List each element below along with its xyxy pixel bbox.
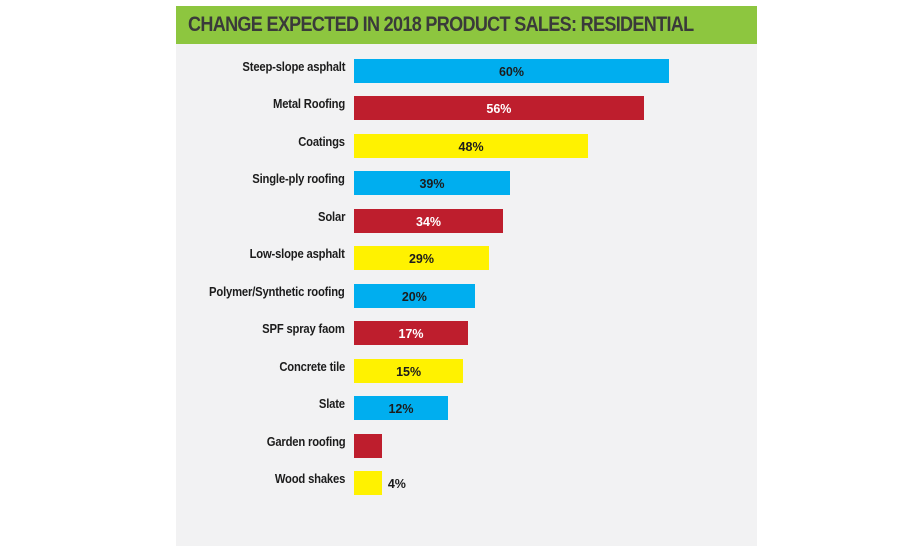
category-label: Steep-slope asphalt (242, 60, 345, 74)
bar (354, 283, 475, 308)
bar (354, 171, 510, 196)
category-label: Slate (318, 397, 345, 412)
bar (354, 96, 644, 121)
chart-title: CHANGE EXPECTED IN 2018 PRODUCT SALES: R… (188, 13, 694, 36)
value-label: 20% (401, 289, 427, 304)
value-label: 4% (387, 476, 406, 491)
category-label: Metal Roofing (272, 97, 345, 112)
category-label: Single-ply roofing (252, 172, 346, 187)
chart-panel: CHANGE EXPECTED IN 2018 PRODUCT SALES: R… (176, 6, 757, 546)
category-label: Coatings (298, 134, 345, 149)
value-label: 12% (388, 402, 414, 417)
value-label: 34% (416, 214, 442, 229)
bar (354, 208, 504, 233)
bar (354, 396, 448, 421)
value-label: 15% (396, 364, 422, 379)
bar (354, 321, 468, 346)
bar (354, 133, 589, 158)
category-label: Garden roofing (266, 434, 345, 449)
value-label: 60% (498, 65, 525, 79)
category-label: Solar (317, 209, 345, 224)
bar (354, 246, 489, 271)
value-label: 17% (398, 327, 424, 342)
value-label: 48% (458, 139, 484, 154)
value-label: 39% (419, 177, 445, 192)
chart-header: CHANGE EXPECTED IN 2018 PRODUCT SALES: R… (176, 6, 757, 44)
value-label: 56% (486, 102, 512, 117)
bar (354, 470, 382, 495)
category-label: Polymer/Synthetic roofing (209, 284, 345, 299)
bar (354, 59, 669, 83)
bar (354, 433, 382, 458)
value-label: 29% (408, 252, 434, 267)
category-label: Wood shakes (274, 471, 346, 486)
category-label: Low-slope asphalt (249, 247, 345, 262)
category-label: Concrete tile (279, 359, 345, 374)
category-label: SPF spray faom (262, 322, 345, 337)
bar (354, 358, 464, 383)
